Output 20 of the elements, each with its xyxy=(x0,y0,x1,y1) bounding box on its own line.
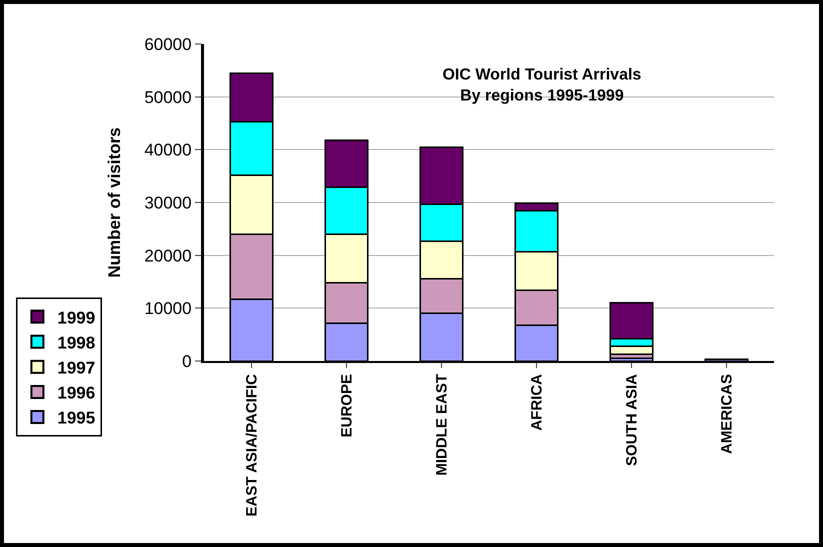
y-tick-label: 30000 xyxy=(144,193,192,212)
legend-label: 1996 xyxy=(57,384,96,403)
y-tick-label: 0 xyxy=(182,352,192,371)
legend-label: 1998 xyxy=(57,333,96,352)
y-tick-label: 60000 xyxy=(144,34,192,54)
text: OIC World Tourist Arrivals By regions 1995-1999 xyxy=(442,66,642,104)
x-tick-label: EAST ASIA/PACIFIC xyxy=(243,374,260,517)
x-tick-label: AFRICA xyxy=(528,374,546,431)
y-axis-title: Number of visitors xyxy=(104,127,124,278)
y-tick-label: 10000 xyxy=(144,299,192,318)
y-tick-label: 40000 xyxy=(144,140,192,160)
legend-label: 1995 xyxy=(57,408,96,428)
x-tick-label: SOUTH ASIA xyxy=(623,374,640,466)
x-tick-label: AMERICAS xyxy=(718,374,736,454)
y-tick-label: 20000 xyxy=(144,246,192,266)
x-tick-label: EUROPE xyxy=(338,374,356,438)
legend-label: 1997 xyxy=(57,358,96,378)
legend-label: 1999 xyxy=(57,308,96,328)
y-tick-label: 50000 xyxy=(144,88,192,107)
x-tick-label: MIDDLE EAST xyxy=(433,374,450,476)
